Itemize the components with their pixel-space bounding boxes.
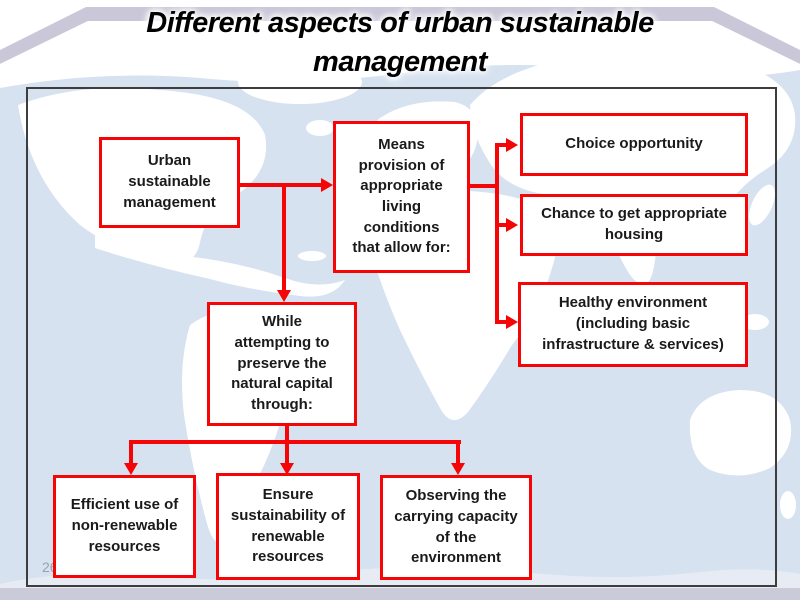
- connector-to-observing: [456, 440, 460, 463]
- split-horizontal-line: [129, 440, 461, 444]
- arrow-down-icon: [124, 463, 138, 475]
- diagram-panel: [26, 87, 777, 587]
- arrow-right-icon: [506, 138, 518, 152]
- connector-to-healthy: [497, 320, 509, 324]
- connector-urban-to-means: [240, 183, 323, 187]
- arrow-down-icon: [280, 463, 294, 475]
- node-carrying-capacity: Observing the carrying capacity of the e…: [380, 475, 532, 580]
- connector-down-to-while: [282, 183, 286, 291]
- top-bevel-band: [0, 7, 800, 64]
- arrow-down-icon: [451, 463, 465, 475]
- connector-to-efficient: [129, 440, 133, 463]
- arrow-right-icon: [506, 315, 518, 329]
- arrow-down-icon: [277, 290, 291, 302]
- arrow-right-icon: [321, 178, 333, 192]
- node-efficient-use-nonrenewable: Efficient use of non-renewable resources: [53, 475, 196, 578]
- connector-means-to-branch: [470, 184, 499, 188]
- connector-to-housing: [497, 223, 509, 227]
- bottom-bevel-band: [0, 588, 800, 600]
- arrow-right-icon: [506, 218, 518, 232]
- connector-while-to-split: [285, 426, 289, 442]
- node-preserve-natural-capital: While attempting to preserve the natural…: [207, 302, 357, 426]
- node-means-provision: Means provision of appropriate living co…: [333, 121, 470, 273]
- node-appropriate-housing: Chance to get appropriate housing: [520, 194, 748, 256]
- branch-vertical-line: [495, 143, 499, 324]
- connector-to-choice: [497, 143, 509, 147]
- slide-title: Different aspects of urban sustainable m…: [146, 7, 654, 79]
- node-healthy-environment: Healthy environment (including basic inf…: [518, 282, 748, 367]
- node-choice-opportunity: Choice opportunity: [520, 113, 748, 176]
- node-ensure-renewable: Ensure sustainability of renewable resou…: [216, 473, 360, 580]
- connector-to-ensure: [285, 440, 289, 463]
- node-urban-sustainable-management: Urban sustainable management: [99, 137, 240, 228]
